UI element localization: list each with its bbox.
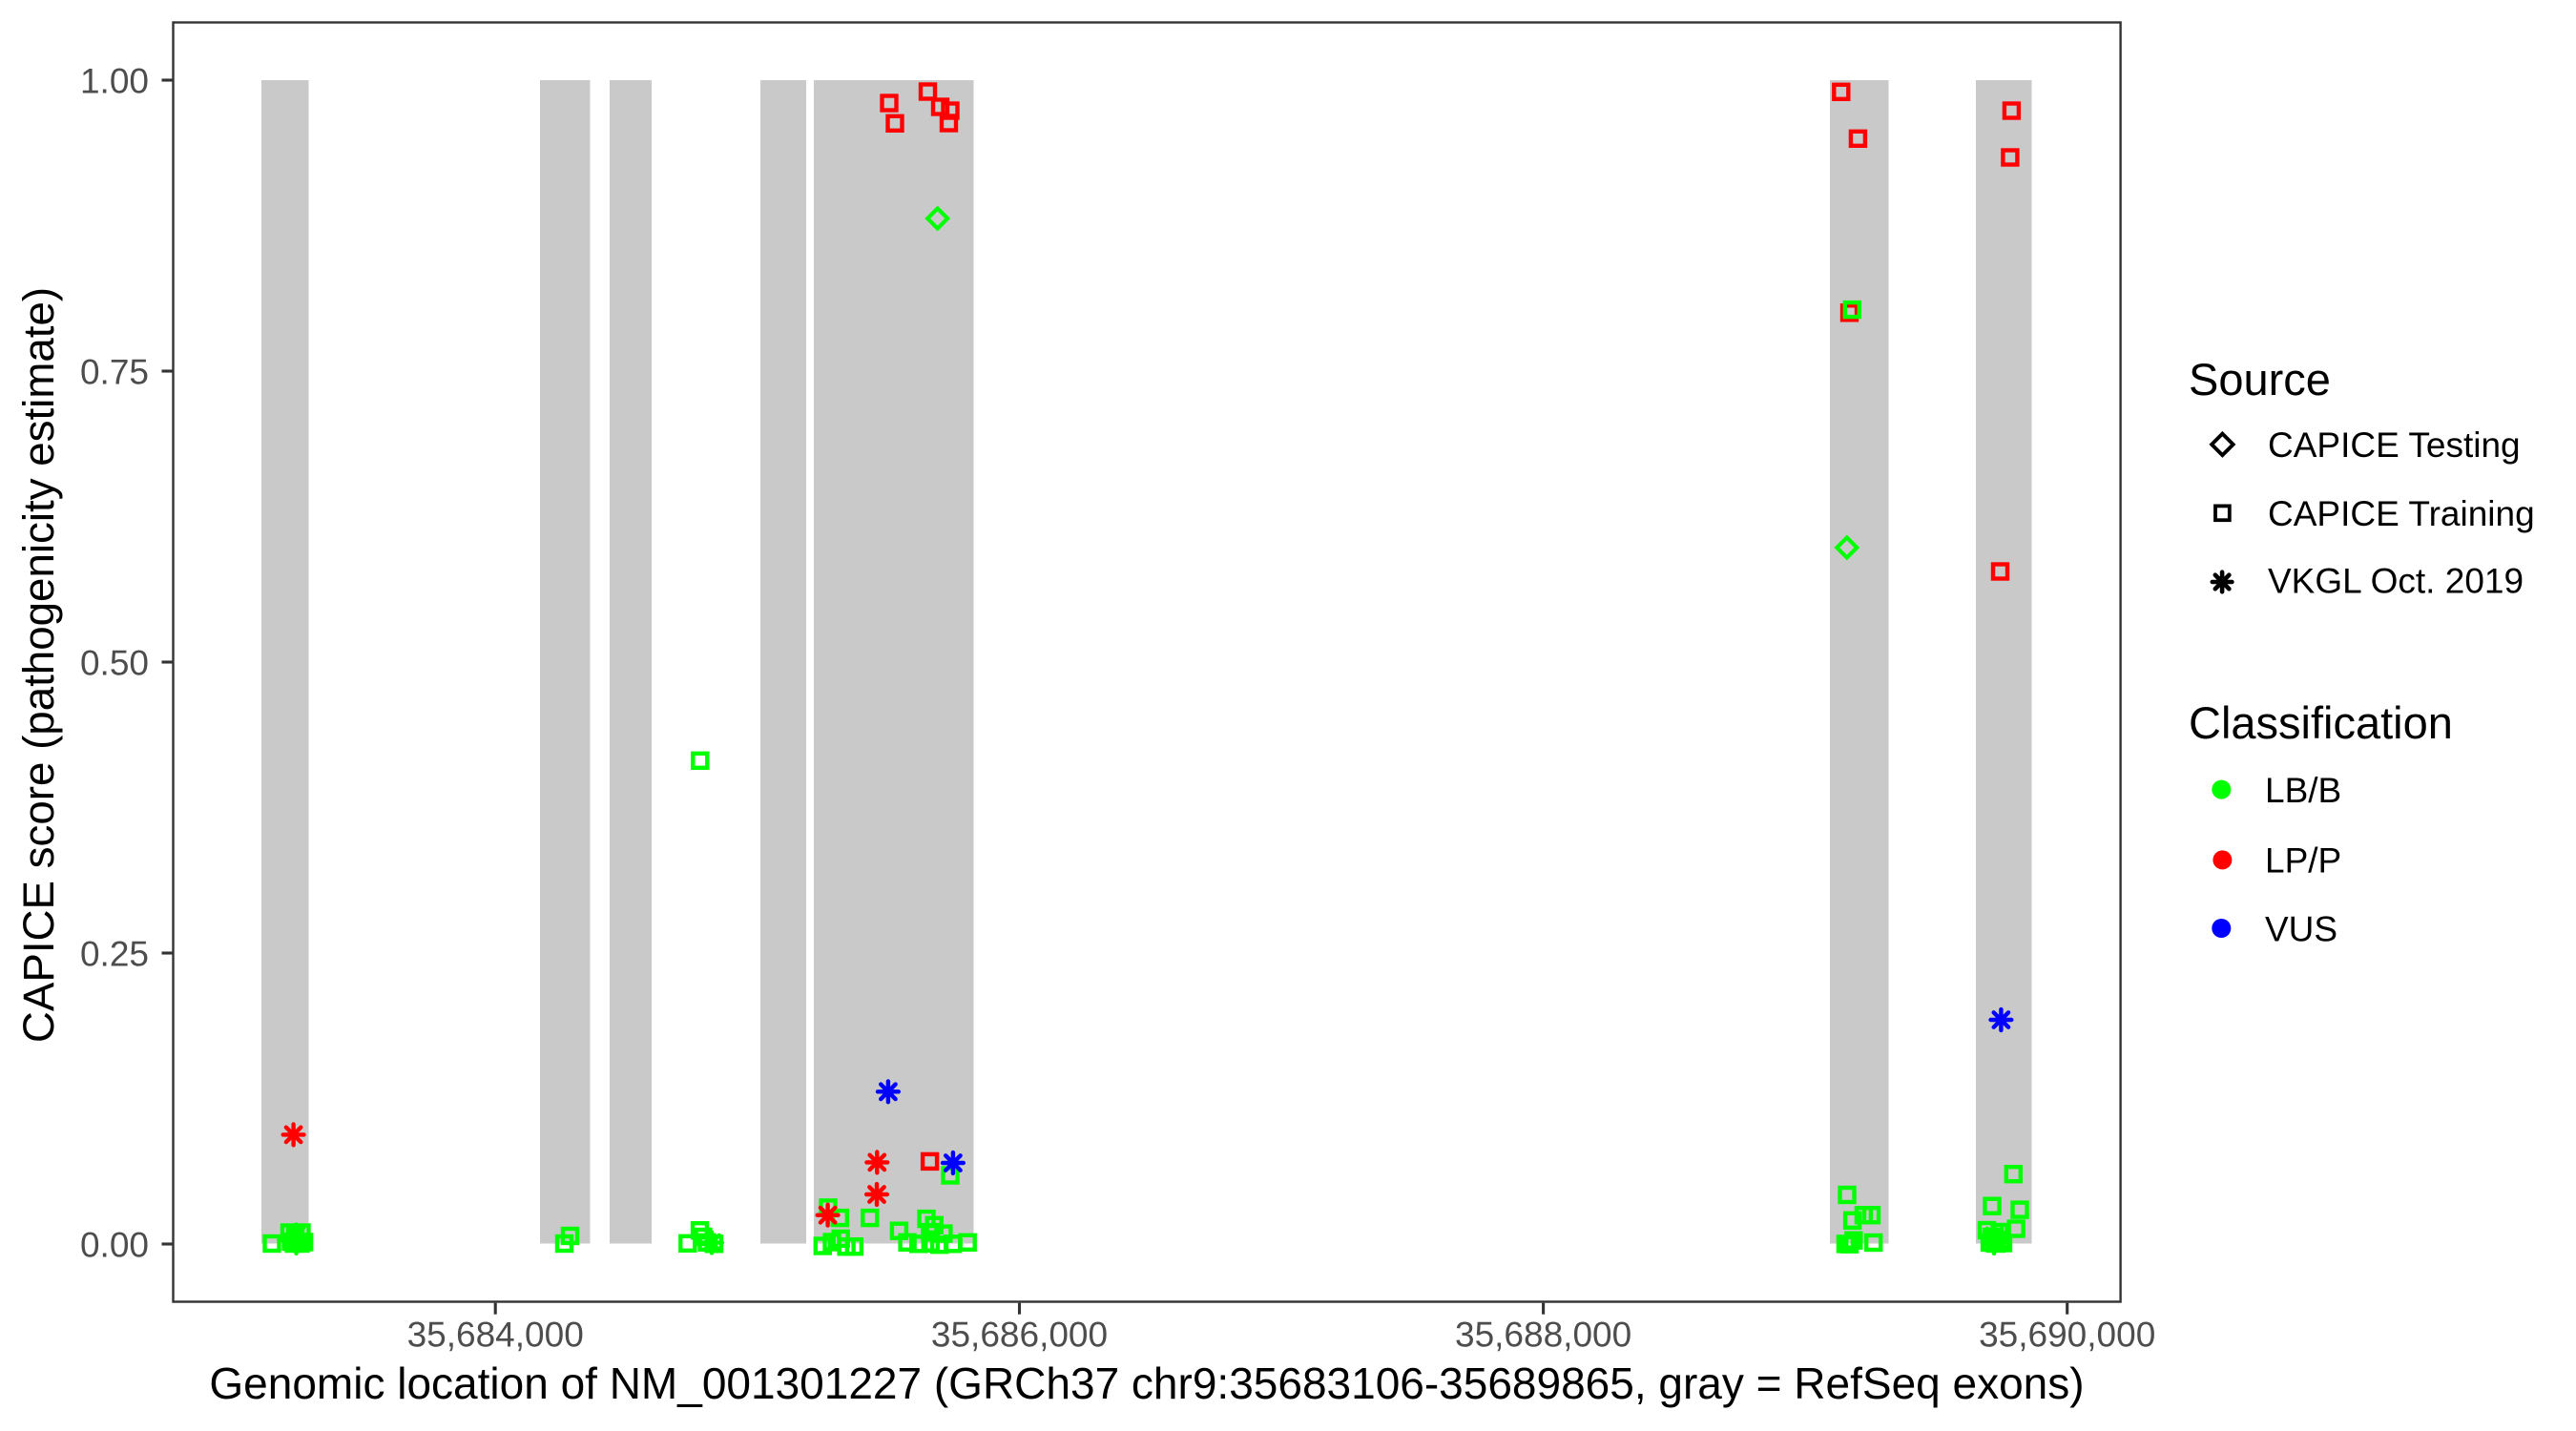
svg-text:VUS: VUS: [2265, 909, 2337, 948]
svg-text:35,688,000: 35,688,000: [1455, 1316, 1631, 1355]
svg-text:0.00: 0.00: [80, 1225, 149, 1264]
svg-text:LP/P: LP/P: [2265, 841, 2341, 881]
svg-text:CAPICE score (pathogenicity es: CAPICE score (pathogenicity estimate): [14, 287, 63, 1043]
svg-text:CAPICE Training: CAPICE Training: [2268, 494, 2535, 533]
svg-text:35,684,000: 35,684,000: [407, 1316, 584, 1355]
svg-text:LB/B: LB/B: [2265, 771, 2341, 810]
svg-text:VKGL Oct. 2019: VKGL Oct. 2019: [2268, 561, 2524, 600]
svg-text:Classification: Classification: [2189, 697, 2453, 748]
svg-text:35,690,000: 35,690,000: [1979, 1316, 2155, 1355]
svg-text:35,686,000: 35,686,000: [931, 1316, 1108, 1355]
svg-text:0.50: 0.50: [80, 643, 149, 682]
svg-text:Genomic location of NM_0013012: Genomic location of NM_001301227 (GRCh37…: [209, 1358, 2084, 1408]
svg-text:1.00: 1.00: [80, 61, 149, 100]
svg-text:0.75: 0.75: [80, 352, 149, 391]
svg-text:CAPICE Testing: CAPICE Testing: [2268, 425, 2521, 465]
svg-text:0.25: 0.25: [80, 934, 149, 973]
svg-text:Source: Source: [2189, 354, 2331, 404]
